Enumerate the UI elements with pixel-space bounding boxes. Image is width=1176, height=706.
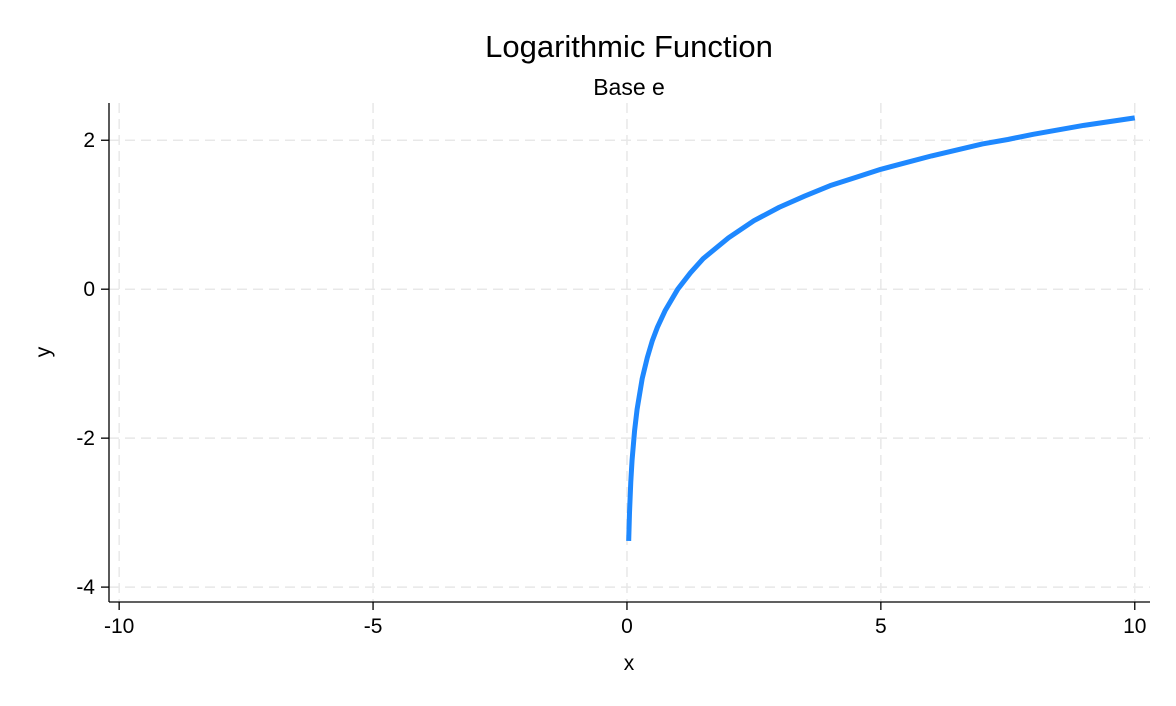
axes [108, 103, 1150, 603]
y-tick-label: -2 [76, 427, 95, 450]
grid [109, 103, 1150, 602]
y-tick-label: 0 [83, 278, 95, 301]
x-tick-label: 5 [875, 615, 887, 638]
tick-marks: -10 -5 0 5 10 -4 -2 0 2 [76, 129, 1146, 638]
chart-title: Logarithmic Function [485, 29, 773, 64]
x-axis-title: x [624, 652, 635, 675]
x-tick-label: 10 [1123, 615, 1146, 638]
chart-subtitle: Base e [593, 74, 665, 100]
x-tick-label: -5 [364, 615, 383, 638]
x-tick-label: -10 [104, 615, 134, 638]
series-line-ln-x [626, 115, 1136, 542]
y-axis-title: y [32, 346, 55, 357]
series-layer [626, 115, 1136, 542]
y-tick-label: 2 [83, 129, 95, 152]
y-tick-label: -4 [76, 576, 95, 599]
x-tick-label: 0 [621, 615, 633, 638]
